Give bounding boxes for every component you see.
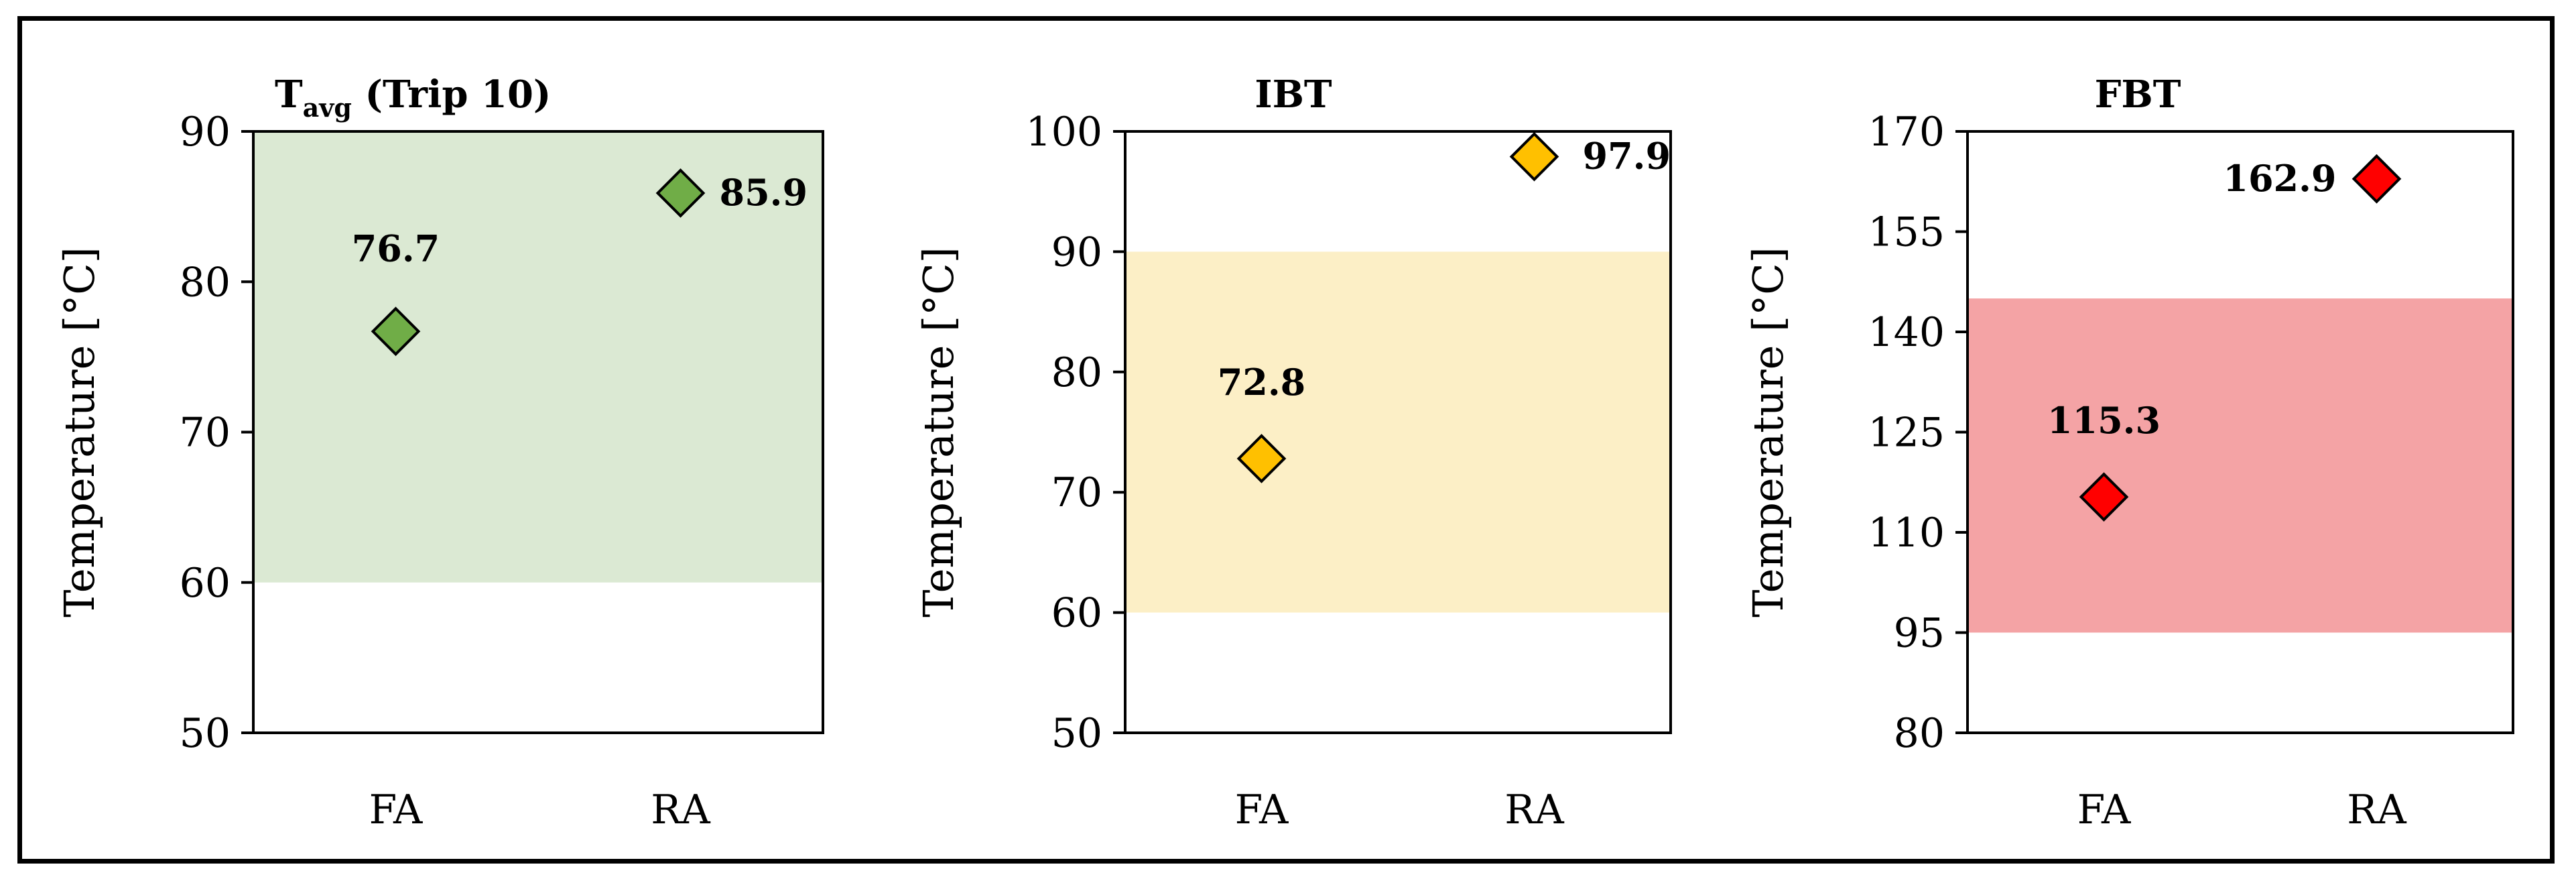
x-tick-label-fa: FA: [2077, 786, 2131, 833]
data-point-ra: [2352, 154, 2402, 204]
chart-panel-3: 80 95 110 125 140 155 170 FA RA Temperature [°C] F…: [1744, 72, 2514, 833]
y-tick-label: 60: [1051, 590, 1102, 637]
data-label-fa: 115.3: [2047, 399, 2161, 442]
y-axis-label: Temperature [°C]: [55, 247, 104, 617]
y-tick-label: 60: [180, 560, 231, 607]
y-axis-label: Temperature [°C]: [914, 247, 963, 617]
y-tick-label: 110: [1868, 510, 1945, 556]
data-point-ra: [1509, 131, 1559, 182]
y-tick-label: 155: [1868, 209, 1945, 256]
data-label-ra: 97.9: [1583, 135, 1671, 178]
chart-title: FBT: [2095, 72, 2181, 117]
y-tick-label: 90: [1051, 229, 1102, 276]
data-point-ra: [655, 168, 706, 218]
x-tick-label-ra: RA: [2347, 786, 2406, 833]
data-label-ra: 162.9: [2223, 157, 2336, 200]
chart-title: IBT: [1254, 72, 1332, 117]
x-tick-label-fa: FA: [1235, 786, 1289, 833]
y-tick-label: 125: [1868, 410, 1945, 457]
y-tick-label: 80: [1894, 710, 1945, 757]
y-tick-label: 140: [1868, 309, 1945, 356]
data-label-fa: 72.8: [1218, 361, 1306, 404]
data-point-fa: [371, 306, 421, 357]
x-tick-label-ra: RA: [1504, 786, 1564, 833]
chart-panel-1: 50 60 70 80 90 FA RA Temperature [°C] Tavg (Trip…: [55, 72, 824, 833]
range-band: [253, 131, 823, 583]
range-band: [1968, 298, 2513, 633]
data-point-fa: [2079, 472, 2129, 522]
y-tick-label: 170: [1868, 109, 1945, 156]
y-tick-label: 80: [180, 259, 231, 306]
chart-panel-2: 50 60 70 80 90 100 FA RA Temperature [°C] IBT 72.8…: [914, 72, 1672, 833]
y-tick-label: 50: [1051, 710, 1102, 757]
range-band: [1125, 251, 1671, 613]
data-point-fa: [1236, 434, 1287, 483]
y-tick-label: 70: [1051, 469, 1102, 516]
data-label-ra: 85.9: [720, 171, 808, 214]
x-tick-label-fa: FA: [369, 786, 423, 833]
chart-title: Tavg (Trip 10): [275, 72, 551, 123]
y-tick-label: 70: [180, 410, 231, 457]
data-label-fa: 76.7: [352, 227, 440, 270]
y-tick-label: 100: [1025, 109, 1102, 156]
y-tick-label: 90: [180, 109, 231, 156]
plot-border: [1124, 130, 1672, 734]
y-axis-label: Temperature [°C]: [1744, 247, 1793, 617]
y-tick-label: 95: [1894, 610, 1945, 657]
y-tick-label: 80: [1051, 349, 1102, 396]
y-tick-label: 50: [180, 710, 231, 757]
x-tick-label-ra: RA: [651, 786, 710, 833]
